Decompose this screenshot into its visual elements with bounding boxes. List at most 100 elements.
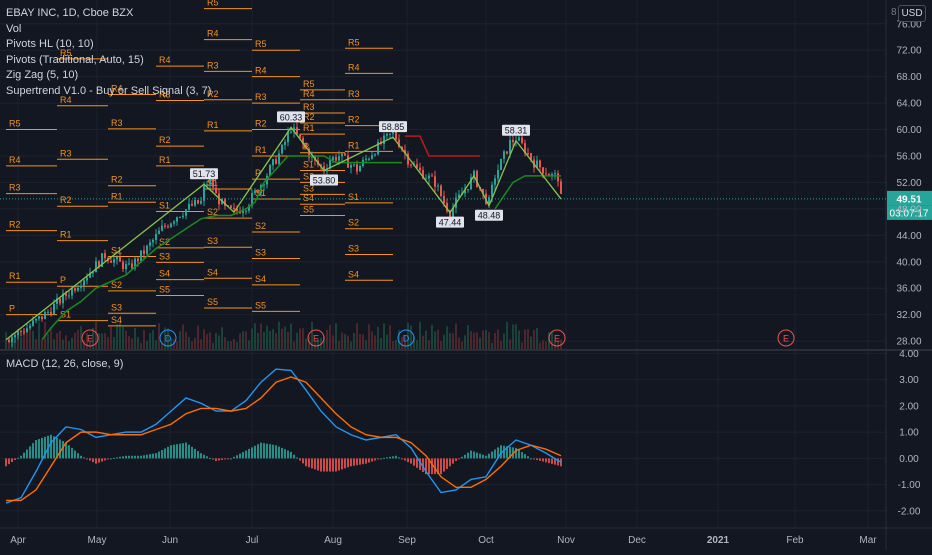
candle-body: [443, 196, 445, 204]
annotation-box: [277, 111, 305, 123]
candle-body: [332, 156, 334, 161]
legend-pivots-hl[interactable]: Pivots HL (10, 10): [6, 38, 94, 51]
macd-histogram-bar: [476, 452, 478, 459]
volume-bar: [194, 337, 196, 349]
annotation-box: [502, 124, 530, 136]
volume-bar: [491, 342, 493, 349]
macd-histogram-bar: [107, 458, 109, 460]
candle-body: [293, 127, 295, 132]
pivot-label-r5: R5: [207, 0, 219, 8]
candle-body: [194, 200, 196, 206]
macd-legend[interactable]: MACD (12, 26, close, 9): [6, 358, 124, 370]
macd-histogram-bar: [311, 458, 313, 469]
macd-histogram-bar: [119, 456, 121, 459]
candle-body: [89, 272, 91, 278]
price-tick-label: 72.00: [896, 46, 921, 57]
candle-body: [152, 239, 154, 243]
macd-histogram-bar: [446, 458, 448, 469]
event-marker: [307, 329, 325, 347]
volume-bar: [557, 341, 559, 349]
time-tick-label: May: [88, 535, 107, 546]
macd-histogram-bar: [275, 445, 277, 459]
legend-pivots-traditional[interactable]: Pivots (Traditional, Auto, 15): [6, 53, 144, 66]
volume-bar: [143, 330, 145, 349]
macd-histogram-bar: [80, 455, 82, 459]
currency-button[interactable]: USD: [898, 5, 926, 22]
macd-histogram-bar: [533, 458, 535, 460]
volume-bar: [149, 332, 151, 349]
pivot-label-s2: S2: [255, 221, 266, 231]
pivot-label-s5: S5: [255, 300, 266, 310]
pivot-label-r4: R4: [255, 66, 267, 76]
price-tick-label: 60.00: [896, 125, 921, 136]
candle-body: [326, 168, 328, 172]
legend-vol[interactable]: Vol: [6, 22, 22, 35]
legend-supertrend[interactable]: Supertrend V1.0 - Buy or Sell Signal (3,…: [6, 84, 212, 97]
macd-histogram-bar: [449, 458, 451, 467]
macd-histogram-bar: [464, 454, 466, 459]
macd-histogram-bar: [230, 458, 232, 460]
macd-histogram-bar: [521, 452, 523, 459]
macd-histogram-bar: [371, 458, 373, 462]
pivot-label-r3: R3: [348, 89, 360, 99]
macd-histogram-bar: [314, 458, 316, 470]
volume-bar: [380, 337, 382, 349]
legend-zigzag[interactable]: Zig Zag (5, 10): [6, 69, 79, 82]
macd-histogram-bar: [206, 456, 208, 459]
macd-histogram-bar: [551, 458, 553, 464]
pivot-label-r1: R1: [207, 120, 219, 130]
volume-bar: [521, 342, 523, 349]
volume-bar: [500, 341, 502, 349]
volume-bar: [32, 330, 34, 349]
candle-body: [209, 174, 211, 185]
candle-body: [197, 200, 199, 204]
macd-histogram-bar: [527, 456, 529, 459]
volume-bar: [83, 340, 85, 349]
volume-bar: [455, 323, 457, 349]
candle-body: [308, 148, 310, 158]
price-tick-label: 48.00: [896, 204, 921, 215]
candle-body: [95, 261, 97, 273]
macd-tick-label: 1.00: [899, 428, 919, 439]
candle-body: [311, 155, 313, 158]
volume-bar: [110, 326, 112, 349]
event-marker: [777, 329, 795, 347]
candle-body: [257, 190, 259, 194]
candle-body: [542, 167, 544, 174]
volume-bar: [35, 339, 37, 349]
volume-bar: [311, 321, 313, 349]
macd-histogram-bar: [50, 434, 52, 459]
pivot-label-s4: S4: [207, 267, 218, 277]
volume-bar: [104, 333, 106, 349]
volume-bar: [218, 335, 220, 349]
volume-bar: [23, 328, 25, 349]
pivot-label-r5: R5: [348, 37, 360, 47]
pivot-annotations: 51.73 60.33 53.80 58.85 47.44 48.48 58.31: [190, 111, 530, 228]
event-marker-letter: E: [554, 334, 560, 344]
pivot-label-r2: R2: [255, 119, 267, 129]
macd-histogram-bar: [326, 458, 328, 472]
macd-histogram-bar: [365, 458, 367, 464]
candle-body: [494, 178, 496, 185]
annotation-box: [475, 209, 503, 221]
macd-histogram-bar: [104, 458, 106, 461]
macd-histogram-bar: [398, 457, 400, 459]
macd-histogram-bar: [539, 458, 541, 461]
candle-body: [182, 215, 184, 217]
legend-symbol[interactable]: EBAY INC, 1D, Cboe BZX: [6, 7, 134, 19]
volume-bar: [446, 326, 448, 349]
macd-histogram-bar: [518, 449, 520, 459]
candle-body: [38, 316, 40, 319]
candle-body: [464, 189, 466, 194]
macd-histogram-bar: [461, 456, 463, 459]
macd-histogram-bar: [122, 456, 124, 459]
macd-histogram-bar: [530, 458, 532, 460]
annotation-box: [310, 174, 338, 186]
event-marker-letter: D: [403, 334, 410, 344]
time-tick-label: 2021: [707, 535, 730, 546]
volume-bar: [185, 332, 187, 349]
volume-bar: [524, 329, 526, 349]
macd-histogram-bar: [332, 458, 334, 472]
macd-histogram-bar: [497, 447, 499, 459]
